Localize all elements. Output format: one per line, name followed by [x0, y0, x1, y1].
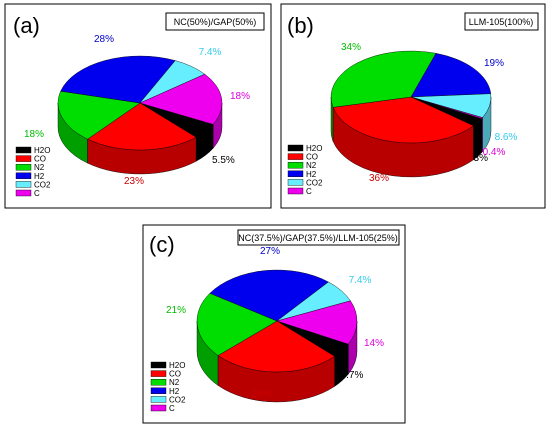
legend-b-label-co2: CO2: [306, 178, 323, 187]
legend-b-label-h2o: H2O: [306, 144, 322, 153]
pie-b-slice-h2: [410, 53, 492, 98]
legend-a-swatch-co: [15, 155, 32, 162]
pie-c-label-h2: 27%: [260, 246, 280, 257]
legend-a-swatch-n2: [15, 163, 32, 171]
legend-b-swatch-n2: [287, 161, 304, 169]
panel-b-label: (b): [287, 13, 314, 38]
pie-c-label-c: 14%: [364, 338, 384, 349]
legend-c-label-co: CO: [169, 370, 181, 379]
panel-c-label: (c): [149, 232, 175, 257]
panel-b-title: LLM-105(100%): [469, 17, 534, 27]
pie-b-slice-c: [410, 96, 483, 119]
panel-c-slice-labels: 4.7% 26% 21% 27% 7.4% 14%: [166, 246, 384, 400]
pie-b-slice-n2: [330, 50, 437, 108]
pie-b-label-c: 0.4%: [483, 147, 506, 158]
legend-b-swatch-co: [287, 153, 304, 160]
pie-c-label-co: 26%: [252, 389, 272, 400]
pie-a-slice-h2: [60, 55, 176, 104]
legend-b-label-c: C: [306, 187, 312, 196]
legend-a-swatch-h2: [15, 172, 32, 180]
legend-a-label-co: CO: [34, 155, 46, 164]
legend-c-label-co2: CO2: [169, 395, 186, 404]
pie-a-label-h2: 28%: [94, 34, 114, 45]
legend-c-label-h2: H2: [169, 387, 180, 396]
legend-c-label-h2o: H2O: [169, 361, 185, 370]
pie-a-slice-c: [139, 73, 223, 125]
panel-a-pie: [57, 55, 223, 175]
pie-a-label-h2o: 5.5%: [212, 155, 235, 166]
legend-c-swatch-h2o: [150, 361, 167, 369]
pie-c-slice-n2: [196, 293, 278, 356]
legend-a-label-n2: N2: [34, 163, 45, 172]
legend-b-swatch-co2: [287, 179, 304, 186]
legend-b-label-n2: N2: [306, 161, 317, 170]
pie-a-top: [57, 55, 223, 151]
panel-a-title: NC(50%)/GAP(50%): [174, 17, 257, 27]
pie-a-slice-n2: [57, 90, 141, 140]
legend-c-label-n2: N2: [169, 378, 180, 387]
legend-a-swatch-h2o: [15, 146, 32, 154]
pie-b-label-co: 36%: [369, 173, 389, 184]
pie-a-slice-co: [87, 102, 197, 151]
pie-c-label-h2o: 4.7%: [341, 370, 364, 381]
pie-a-label-c: 18%: [230, 91, 250, 102]
legend-a-label-h2o: H2O: [34, 146, 50, 155]
legend-b-swatch-c: [287, 187, 304, 195]
pie-a-label-co2: 7.4%: [199, 47, 222, 58]
panel-a-label: (a): [13, 13, 40, 38]
panel-b-pie: [330, 50, 492, 178]
panel-c-title: NC(37.5%)/GAP(37.5%)/LLM-105(25%): [238, 233, 398, 243]
pie-c-top: [196, 269, 358, 373]
legend-a-label-h2: H2: [34, 172, 45, 181]
legend-b-swatch-h2: [287, 170, 304, 178]
pie-b-label-n2: 34%: [341, 42, 361, 53]
panel-c-title-box: [237, 229, 400, 246]
pie-a-label-co: 23%: [124, 176, 144, 187]
pie-c-label-n2: 21%: [166, 305, 186, 316]
pie-b-label-h2o: 3%: [474, 153, 489, 164]
panel-a-title-box: [165, 12, 265, 31]
pie-a-label-n2: 18%: [24, 129, 44, 140]
panel-c: (c) NC(37.5%)/GAP(37.5%)/LLM-105(25%) H2…: [142, 224, 406, 424]
legend-c-swatch-co2: [150, 396, 167, 403]
legend-c-swatch-co: [150, 370, 167, 377]
pie-b-slice-co: [332, 96, 474, 144]
legend-b-label-h2: H2: [306, 170, 317, 179]
legend-a-swatch-co2: [15, 181, 32, 188]
legend-a-label-c: C: [34, 189, 40, 198]
panel-c-pie: [196, 269, 358, 403]
legend-a-swatch-c: [15, 189, 32, 197]
legend-c-swatch-h2: [150, 387, 167, 394]
panel-b-slice-labels: 3% 36% 34% 19% 8.6% 0.4%: [341, 42, 518, 184]
legend-c-swatch-n2: [150, 379, 167, 386]
pie-c-slice-h2: [209, 269, 329, 322]
legend-c-label-c: C: [169, 404, 175, 413]
pie-c-slice-co: [217, 320, 336, 373]
legend-b-label-co: CO: [306, 153, 318, 162]
legend-b-swatch-h2o: [287, 144, 304, 152]
legend-a-label-co2: CO2: [34, 180, 51, 189]
legend-c-swatch-c: [150, 404, 167, 412]
pie-b-label-h2: 19%: [484, 58, 504, 69]
pie-b-top: [330, 50, 492, 144]
panel-a-slice-labels: 5.5% 23% 18% 28% 7.4% 18%: [24, 34, 250, 187]
pie-b-label-co2: 8.6%: [495, 132, 518, 143]
pie-c-label-co2: 7.4%: [349, 275, 372, 286]
pie-c-slice-c: [276, 300, 358, 345]
panel-b-title-box: [464, 12, 539, 31]
